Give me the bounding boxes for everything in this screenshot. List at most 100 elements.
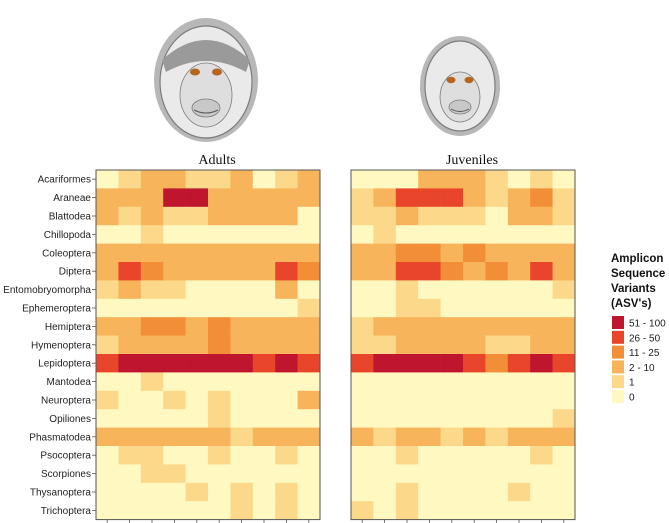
x-axis-ticks: FEBMARAPRMAYJUNJULSEPOCTNOVDECFEBMARAPRM… — [106, 519, 565, 523]
heatmap-cell — [463, 354, 486, 373]
heatmap-cell — [185, 243, 209, 263]
heatmap-cell — [252, 501, 276, 520]
heatmap-cell — [507, 482, 531, 502]
heatmap-cell — [552, 390, 576, 410]
heatmap-cell — [373, 335, 397, 355]
heatmap-cell — [230, 372, 254, 392]
heatmap-cell — [373, 170, 397, 189]
heatmap-cell — [351, 188, 374, 208]
heatmap-cell — [140, 280, 164, 300]
row-label: Coleoptera — [42, 248, 91, 259]
heatmap-cell — [230, 225, 254, 244]
heatmap-cell — [96, 390, 119, 410]
heatmap-cell — [373, 427, 397, 447]
heatmap-cell — [297, 390, 321, 410]
heatmap-cell — [463, 390, 486, 410]
heatmap-cell — [530, 243, 553, 263]
heatmap-cell — [418, 372, 441, 392]
heatmap-cell — [418, 390, 441, 410]
heatmap-cell — [463, 427, 486, 447]
heatmap-cell — [440, 280, 464, 300]
heatmap-cell — [252, 298, 276, 318]
heatmap-cell — [418, 225, 441, 244]
heatmap-cell — [351, 262, 374, 281]
heatmap-cell — [252, 409, 276, 428]
heatmap-cell — [118, 372, 142, 392]
heatmap-cell — [418, 262, 441, 281]
heatmap-cell — [96, 482, 119, 502]
heatmap-cell — [485, 206, 509, 226]
heatmap-cell — [530, 262, 553, 281]
heatmap-cell — [252, 335, 276, 355]
heatmap-cell — [373, 243, 397, 263]
heatmap-cell — [252, 262, 276, 281]
heatmap-cell — [163, 409, 186, 428]
heatmap-cell — [185, 409, 209, 428]
heatmap-cell — [418, 206, 441, 226]
heatmap-cell — [118, 280, 142, 300]
heatmap-cell — [373, 464, 397, 484]
heatmap-cell — [418, 335, 441, 355]
legend: Amplicon Sequence Variants (ASV's) 51 - 100 2… — [611, 253, 666, 404]
heatmap-cell — [395, 354, 419, 373]
juvenile-monkey-illustration — [420, 36, 500, 136]
heatmap-cell — [485, 298, 509, 318]
heatmap-cell — [118, 170, 142, 189]
heatmap-cell — [252, 317, 276, 336]
heatmap-cell — [351, 482, 374, 502]
heatmap-cell — [185, 446, 209, 465]
heatmap-cell — [552, 225, 576, 244]
row-label: Phasmatodea — [29, 432, 91, 443]
heatmap-cell — [96, 335, 119, 355]
heatmap-cell — [118, 446, 142, 465]
heatmap-cell — [463, 409, 486, 428]
legend-swatch — [612, 316, 624, 329]
heatmap-cell — [275, 409, 298, 428]
heatmap-cell — [118, 501, 142, 520]
heatmap-cell — [395, 446, 419, 465]
heatmap-cell — [530, 501, 553, 520]
heatmap-cell — [552, 262, 576, 281]
heatmap-cell — [252, 464, 276, 484]
heatmap-cell — [185, 354, 209, 373]
heatmap-cell — [395, 464, 419, 484]
heatmap-cell — [185, 427, 209, 447]
heatmap-cell — [252, 390, 276, 410]
heatmap-cell — [118, 243, 142, 263]
heatmap-cell — [185, 335, 209, 355]
heatmap-cell — [552, 464, 576, 484]
heatmap-panel-adults — [95, 169, 321, 521]
heatmap-cell — [140, 170, 164, 189]
heatmap-cell — [530, 225, 553, 244]
row-label: Hemiptera — [45, 322, 92, 333]
heatmap-cell — [395, 188, 419, 208]
heatmap-cell — [140, 409, 164, 428]
heatmap-cell — [96, 243, 119, 263]
heatmap-cell — [140, 464, 164, 484]
heatmap-cell — [230, 298, 254, 318]
heatmap-cell — [118, 409, 142, 428]
heatmap-cell — [440, 206, 464, 226]
heatmap-cell — [297, 335, 321, 355]
heatmap-cell — [275, 354, 298, 373]
heatmap-cell — [163, 225, 186, 244]
heatmap-cell — [351, 501, 374, 520]
heatmap-cell — [275, 225, 298, 244]
heatmap-cell — [230, 335, 254, 355]
heatmap-cell — [96, 501, 119, 520]
heatmap-cell — [275, 335, 298, 355]
heatmap-cell — [418, 409, 441, 428]
row-label: Scorpiones — [41, 469, 91, 480]
heatmap-cell — [373, 298, 397, 318]
heatmap-cell — [163, 501, 186, 520]
heatmap-cell — [230, 188, 254, 208]
heatmap-cell — [163, 427, 186, 447]
row-label: Chillopoda — [44, 230, 92, 241]
heatmap-cell — [485, 225, 509, 244]
heatmap-cell — [118, 206, 142, 226]
heatmap-cell — [530, 482, 553, 502]
heatmap-cell — [418, 280, 441, 300]
heatmap-cell — [395, 501, 419, 520]
heatmap-cell — [418, 243, 441, 263]
heatmap-cell — [297, 188, 321, 208]
